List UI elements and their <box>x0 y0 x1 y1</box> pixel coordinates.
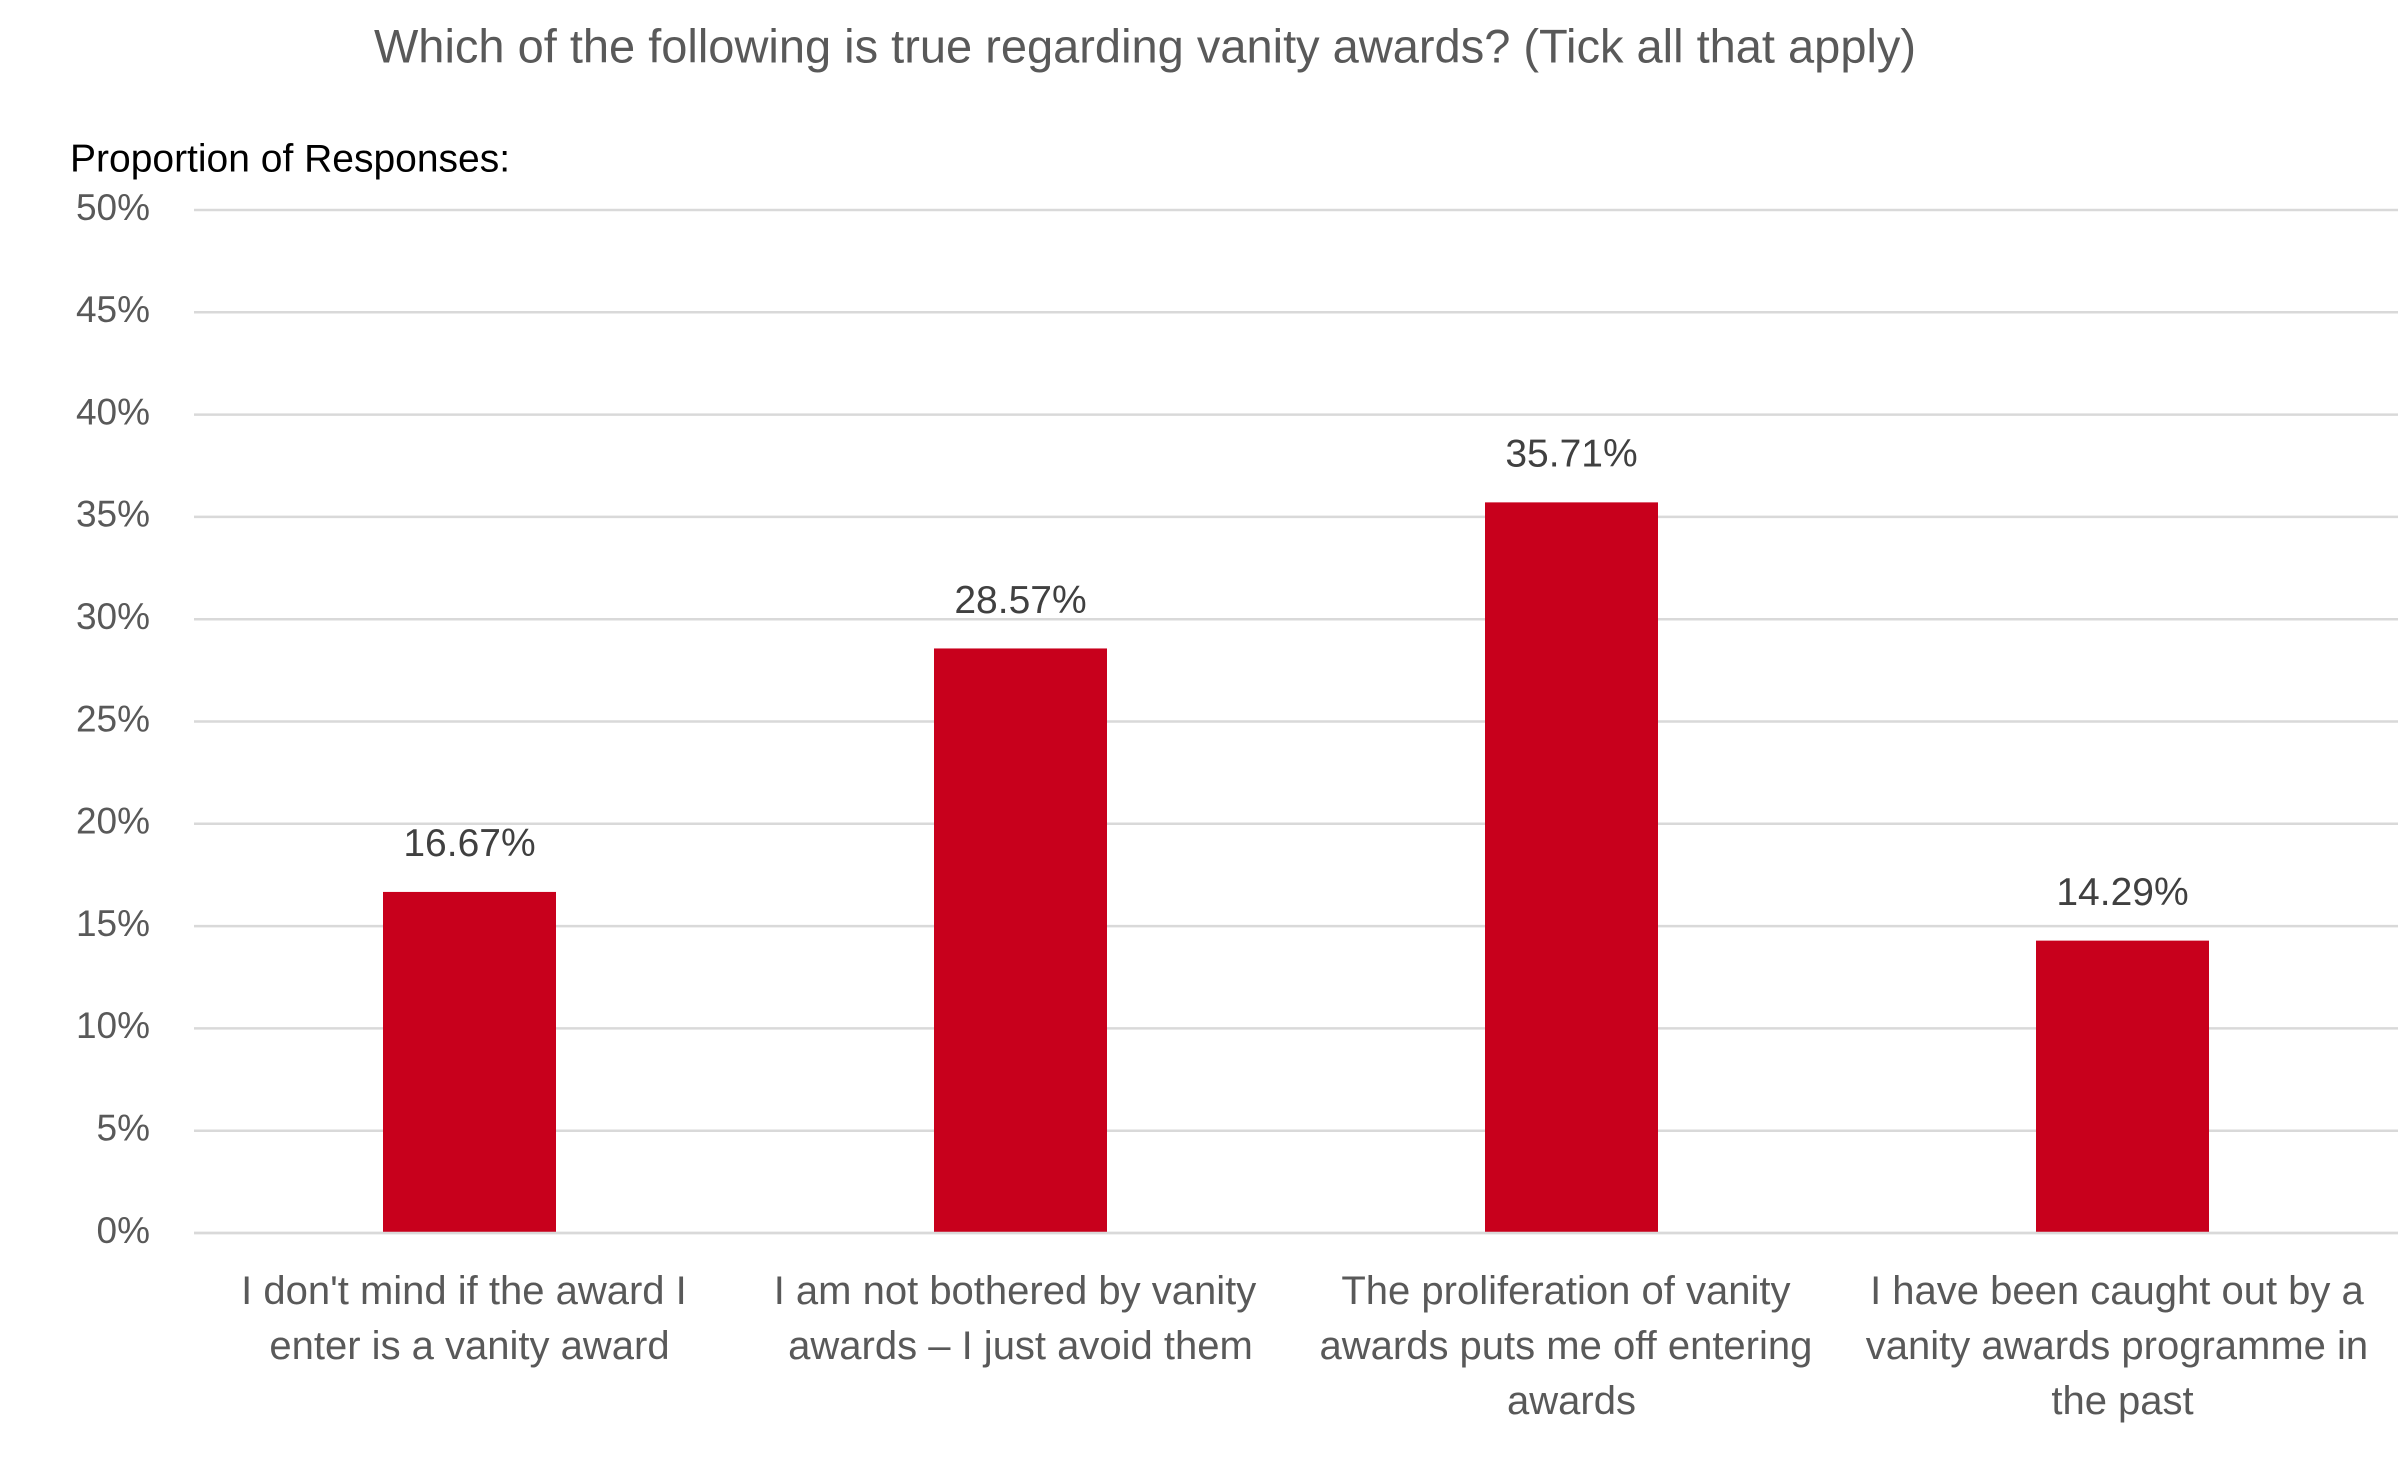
data-label: 14.29% <box>2056 871 2188 914</box>
chart-title: Which of the following is true regarding… <box>374 19 1916 72</box>
y-tick-label: 25% <box>76 698 150 739</box>
bar <box>2036 940 2209 1233</box>
x-tick-label: I am not bothered by vanity awards – I j… <box>774 1269 1268 1368</box>
bar <box>383 891 556 1233</box>
data-label: 16.67% <box>403 822 535 865</box>
bar <box>934 648 1107 1233</box>
y-tick-label: 50% <box>76 187 150 228</box>
y-axis-label: Proportion of Responses: <box>70 137 510 180</box>
y-tick-label: 30% <box>76 596 150 637</box>
y-tick-label: 40% <box>76 391 150 432</box>
y-tick-label: 10% <box>76 1005 150 1046</box>
y-tick-label: 35% <box>76 494 150 535</box>
y-tick-label: 20% <box>76 801 150 842</box>
bar <box>1485 502 1658 1233</box>
x-tick-label: I don't mind if the award I enter is a v… <box>241 1269 698 1368</box>
x-tick-label: I have been caught out by a vanity award… <box>1866 1269 2380 1423</box>
y-tick-label: 15% <box>76 903 150 944</box>
x-tick-label: The proliferation of vanity awards puts … <box>1320 1269 1824 1423</box>
y-tick-label: 5% <box>97 1107 150 1148</box>
data-label: 35.71% <box>1505 433 1637 476</box>
data-label: 28.57% <box>954 579 1086 622</box>
y-tick-label: 45% <box>76 289 150 330</box>
y-tick-label: 0% <box>97 1210 150 1251</box>
